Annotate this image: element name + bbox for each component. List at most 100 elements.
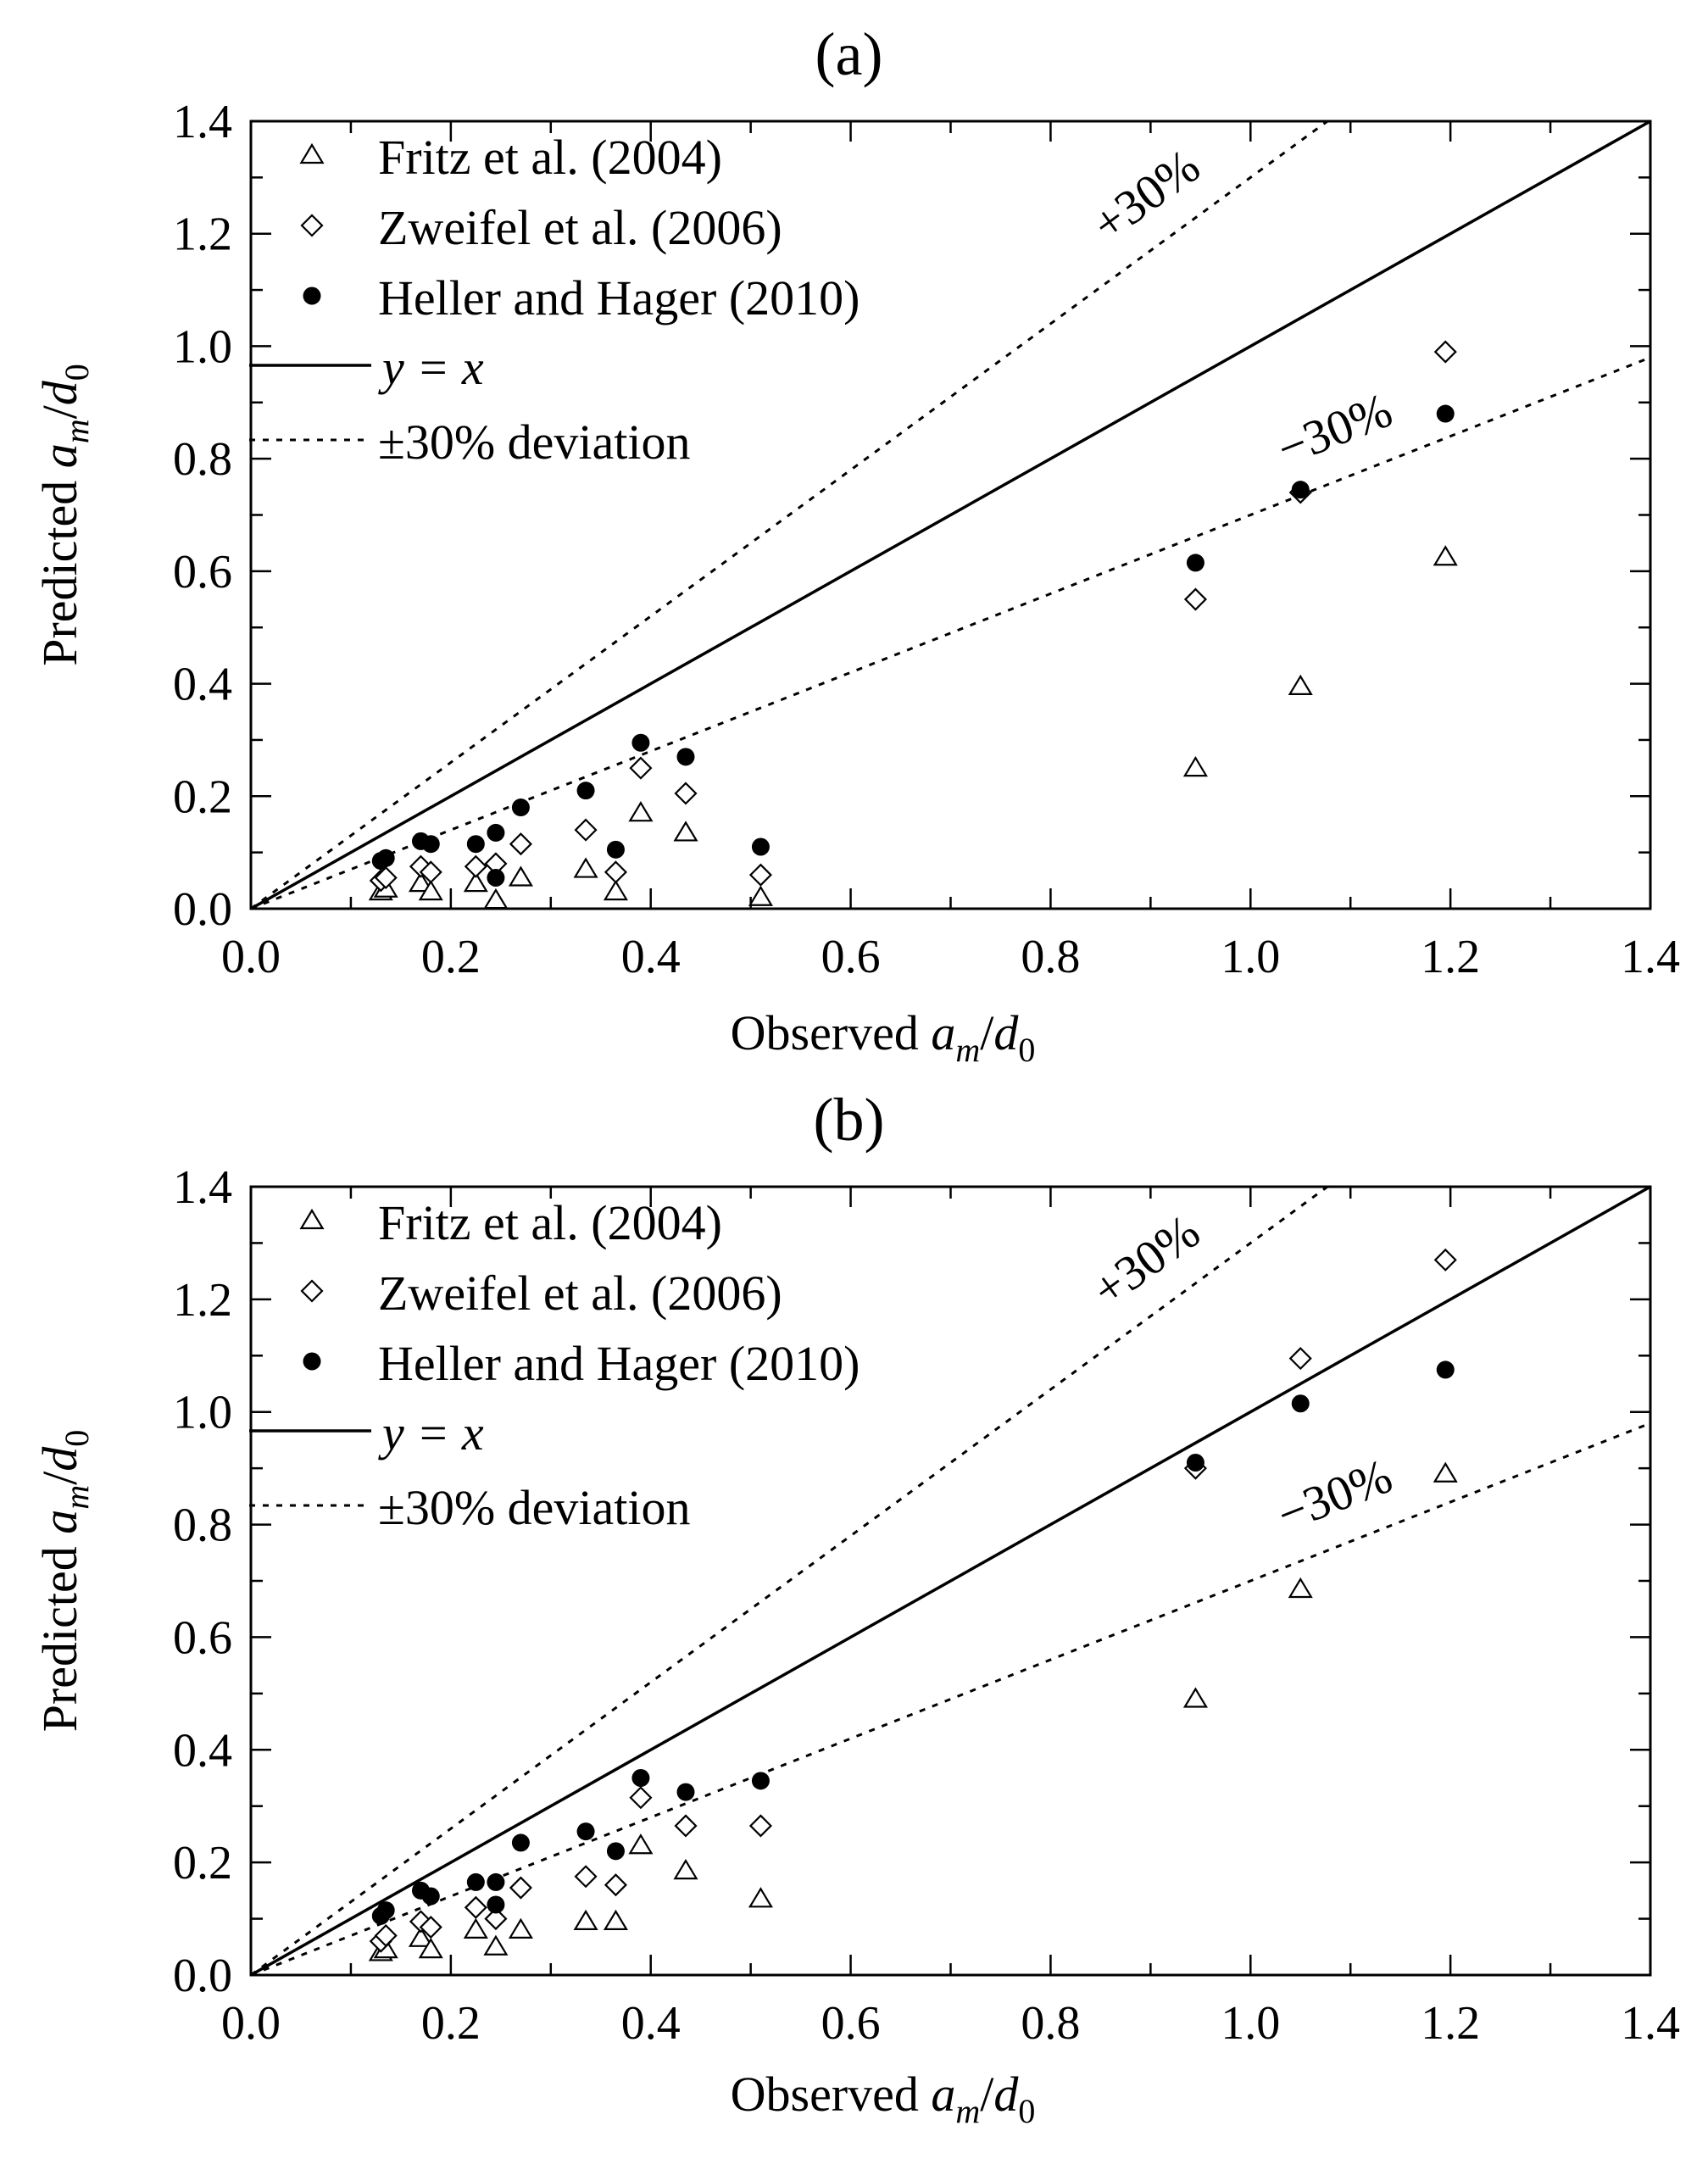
- diamond-point: [419, 860, 442, 884]
- circle-point: [511, 798, 530, 817]
- circle-point: [511, 1833, 530, 1852]
- triangle-point: [628, 801, 654, 822]
- triangle-point: [1288, 674, 1313, 695]
- diamond-point: [1288, 1347, 1312, 1371]
- y-axis-label: Predicted am/d0: [32, 364, 96, 666]
- circle-point: [751, 837, 770, 856]
- y-tick-label: 1.0: [173, 320, 232, 373]
- diamond-point: [374, 1923, 398, 1948]
- circle-point: [576, 1822, 595, 1841]
- diamond-point: [748, 863, 772, 887]
- diamond-point: [1183, 587, 1207, 611]
- chart-title: (a): [815, 20, 883, 88]
- y-tick-label: 0.2: [173, 1837, 232, 1889]
- circle-point: [631, 733, 650, 752]
- circle-point: [631, 1769, 650, 1787]
- circle-point: [487, 1895, 505, 1914]
- y-tick-label: 1.2: [173, 1274, 232, 1327]
- minus-30-line: [251, 356, 1650, 909]
- axis-ticks: [249, 1185, 1652, 1977]
- diamond-point: [629, 756, 653, 780]
- legend-label-heller: Heller and Hager (2010): [378, 1336, 860, 1391]
- x-tick-label: 1.4: [1621, 1997, 1680, 2050]
- x-tick-label: 0.4: [621, 1997, 681, 2050]
- diamond-point: [674, 1814, 698, 1838]
- triangle-point: [408, 1926, 434, 1947]
- diamond-point: [509, 832, 532, 856]
- triangle-point: [463, 1917, 488, 1939]
- y-tick-label: 0.4: [173, 659, 232, 711]
- legend: Fritz et al. (2004) Zweifel et al. (2006)…: [249, 1195, 860, 1535]
- y-tick-label: 0.6: [173, 546, 232, 598]
- x-tick-label: 0.0: [221, 931, 281, 983]
- triangle-point: [1182, 755, 1208, 777]
- triangle-point: [408, 871, 434, 893]
- y-tick-label: 1.4: [173, 1161, 232, 1214]
- y-tick-label: 0.0: [173, 883, 232, 936]
- triangle-point: [1288, 1577, 1313, 1599]
- diamond-point: [629, 1786, 653, 1810]
- circle-point: [1291, 481, 1310, 499]
- diamond-point: [574, 1865, 598, 1889]
- diamond-point: [509, 1876, 532, 1900]
- circle-point: [487, 1872, 505, 1891]
- triangle-point: [483, 1934, 509, 1956]
- triangle-point: [1433, 545, 1458, 566]
- diamond-point: [574, 818, 598, 842]
- reference-lines: [251, 1187, 1650, 1975]
- diamond-point: [464, 1895, 487, 1919]
- minus-30-line: [251, 1422, 1650, 1975]
- y-tick-label: 0.8: [173, 433, 232, 486]
- chart-title: (b): [814, 1086, 885, 1154]
- x-tick-label: 0.4: [621, 931, 681, 983]
- legend-triangle-marker: [299, 1208, 325, 1230]
- x-tick-label: 0.0: [221, 1997, 281, 2050]
- legend-label-yx: y = x: [378, 340, 484, 395]
- circle-point: [466, 1872, 485, 1891]
- triangle-point: [1182, 1687, 1208, 1708]
- triangle-point: [673, 1858, 698, 1880]
- plus-30-annotation: +30%: [1082, 1204, 1210, 1318]
- y-tick-label: 1.4: [173, 96, 232, 148]
- plus-30-line: [251, 1187, 1328, 1975]
- triangle-point: [628, 1833, 654, 1855]
- diamond-point: [374, 865, 398, 890]
- triangle-point: [748, 885, 773, 906]
- y-tick-label: 0.0: [173, 1950, 232, 2002]
- legend-diamond-marker: [300, 1279, 324, 1303]
- circle-point: [576, 782, 595, 800]
- circle-point: [487, 869, 505, 887]
- legend-label-zweifel: Zweifel et al. (2006): [378, 1266, 782, 1321]
- triangle-point: [748, 1887, 773, 1908]
- x-tick-label: 0.6: [821, 1997, 881, 2050]
- triangle-point: [603, 879, 628, 901]
- circle-point: [376, 1901, 395, 1920]
- triangle-point: [483, 887, 509, 910]
- plus-30-annotation: +30%: [1082, 138, 1210, 253]
- chart-panel-b: (b) 0.0 0.2 0.4 0.6 0.8 1.0 1.2 1.4 0.0 0.2 0.4 0.6 0…: [32, 1086, 1680, 2130]
- legend-label-fritz: Fritz et al. (2004): [378, 1195, 722, 1250]
- diamond-point: [748, 1814, 772, 1838]
- circle-point: [421, 835, 440, 854]
- triangle-point: [463, 871, 488, 893]
- legend-label-zweifel: Zweifel et al. (2006): [378, 200, 782, 255]
- series-fritz: [368, 545, 1458, 910]
- series-heller: [371, 1360, 1455, 1925]
- triangle-point: [508, 865, 533, 887]
- x-tick-label: 0.8: [1021, 931, 1080, 983]
- x-tick-label: 1.0: [1221, 931, 1280, 983]
- identity-line: [251, 1187, 1650, 1975]
- triangle-point: [1433, 1461, 1458, 1483]
- circle-point: [1186, 1454, 1205, 1472]
- diamond-point: [674, 782, 698, 805]
- x-tick-label: 0.2: [421, 1997, 481, 2050]
- circle-point: [487, 823, 505, 842]
- x-axis-label: Observed am/d0: [731, 1005, 1036, 1069]
- circle-point: [1436, 404, 1455, 423]
- x-axis-label: Observed am/d0: [731, 2067, 1036, 2130]
- circle-point: [751, 1772, 770, 1790]
- legend-label-yx: y = x: [378, 1405, 484, 1461]
- diamond-point: [419, 1915, 442, 1939]
- x-tick-label: 1.2: [1421, 931, 1480, 983]
